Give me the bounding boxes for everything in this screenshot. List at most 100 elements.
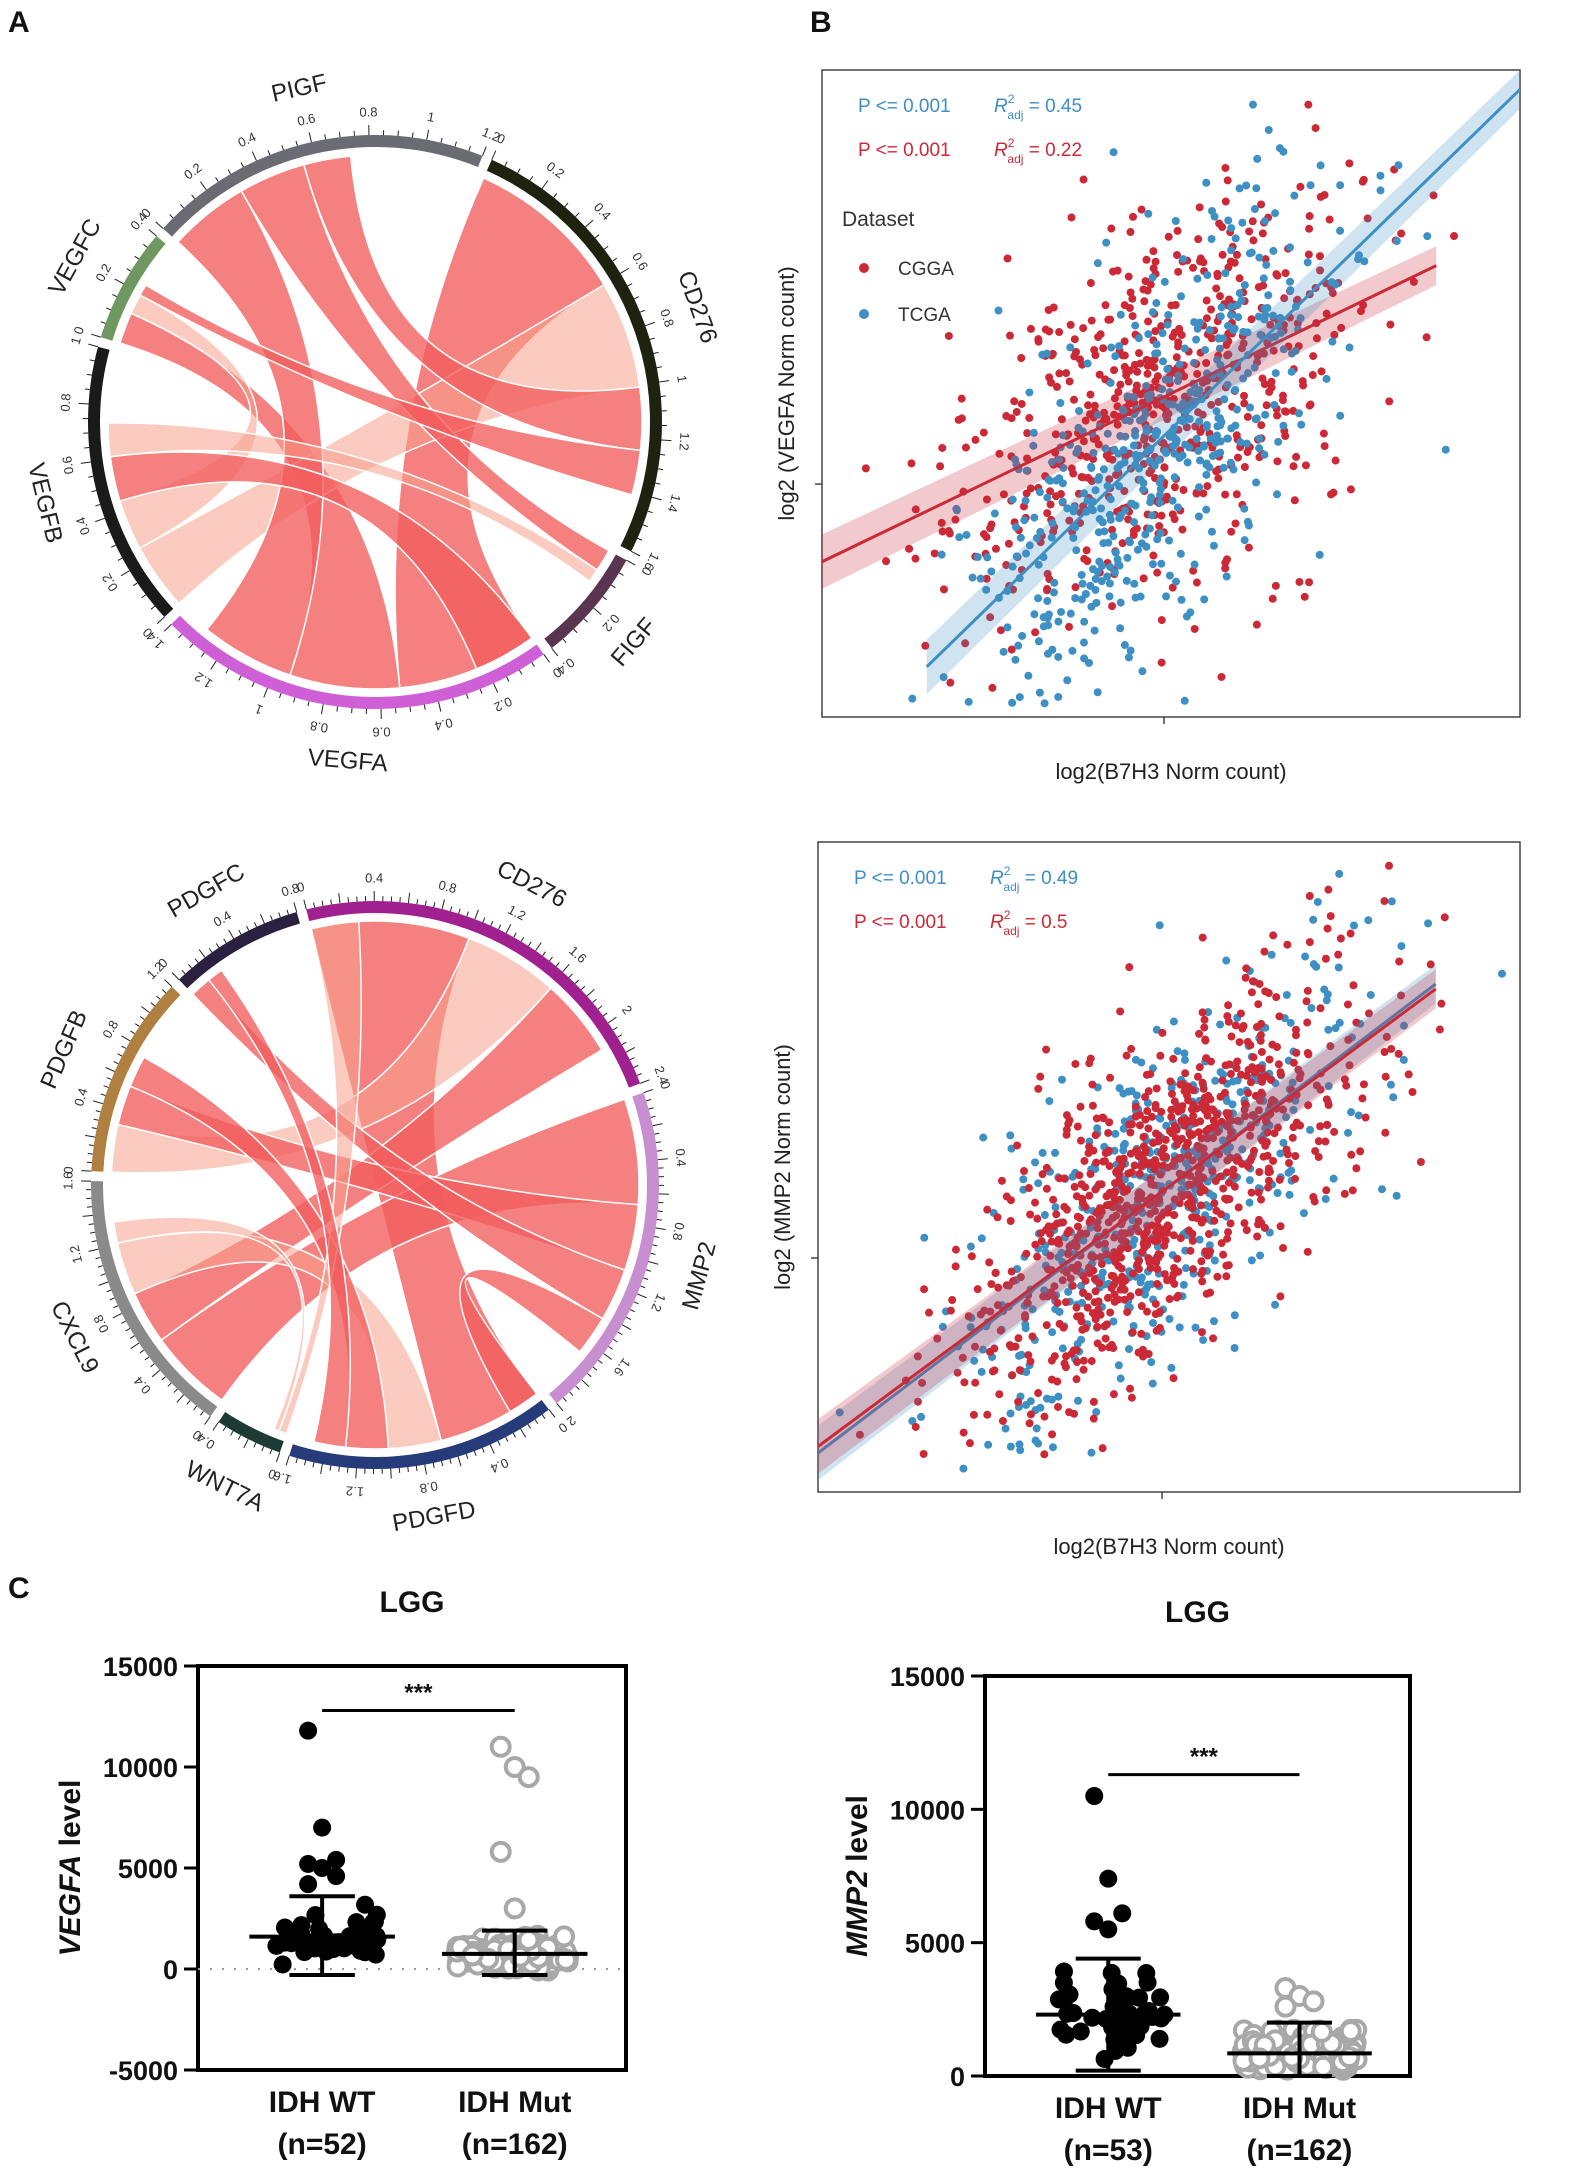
scatter-point-tcga bbox=[1334, 963, 1343, 972]
scatter-point-tcga bbox=[1030, 513, 1039, 522]
scatter-point-tcga bbox=[1080, 617, 1089, 626]
scatter-point-cgga bbox=[1086, 279, 1095, 288]
scatter-point-tcga bbox=[1126, 646, 1135, 655]
axis-tick bbox=[424, 900, 427, 906]
scatter-point-tcga bbox=[1256, 330, 1265, 339]
scatter-point-tcga bbox=[1231, 386, 1240, 395]
points-layer bbox=[818, 861, 1506, 1481]
scatter-point-cgga bbox=[1273, 457, 1282, 466]
scatter-point-tcga bbox=[1205, 1241, 1214, 1250]
scatter-point-cgga bbox=[1308, 371, 1317, 380]
scatter-point-tcga bbox=[1176, 549, 1185, 558]
scatter-point-tcga bbox=[1270, 401, 1279, 410]
scatter-point-tcga bbox=[1260, 217, 1269, 226]
axis-tick bbox=[449, 1458, 452, 1464]
axis-tick bbox=[587, 1373, 592, 1378]
scatter-point-cgga bbox=[1003, 254, 1012, 263]
scatter-point-cgga bbox=[1117, 1235, 1126, 1244]
axis-tick bbox=[636, 1073, 642, 1076]
scatter-point-cgga bbox=[1126, 1128, 1135, 1137]
scatter-point-cgga bbox=[1135, 1121, 1144, 1130]
scatter-point-cgga bbox=[1254, 1106, 1263, 1115]
scatter-point-cgga bbox=[1167, 301, 1176, 310]
scatter-point-cgga bbox=[1137, 1329, 1146, 1338]
axis-tick bbox=[454, 141, 457, 147]
axis-tick bbox=[535, 942, 542, 952]
scatter-point-cgga bbox=[911, 505, 920, 514]
scatter-point-cgga bbox=[1219, 1184, 1228, 1193]
scatter-point-tcga bbox=[1087, 462, 1096, 471]
scatter-point-cgga bbox=[1104, 1218, 1113, 1227]
axis-tick bbox=[194, 958, 199, 964]
scatter-point-cgga bbox=[905, 544, 914, 553]
axis-tick bbox=[518, 669, 523, 675]
scatter-point-cgga bbox=[1206, 1247, 1215, 1256]
scatter-point-cgga bbox=[1034, 1389, 1043, 1398]
sector-label-cd276: CD276 bbox=[672, 267, 723, 346]
scatter-point-cgga bbox=[1257, 1195, 1266, 1204]
axis-tick bbox=[432, 1462, 435, 1468]
scatter-point-cgga bbox=[1036, 1072, 1045, 1081]
scatter-point-cgga bbox=[1191, 1118, 1200, 1127]
scatter-point-cgga bbox=[1114, 387, 1123, 396]
scatter-point-cgga bbox=[1221, 490, 1230, 499]
scatter-point-cgga bbox=[1252, 1023, 1261, 1032]
scatter-point-tcga bbox=[1063, 504, 1072, 513]
scatter-point-cgga bbox=[918, 1378, 927, 1387]
scatter-point-cgga bbox=[1257, 200, 1266, 209]
scatter-point-cgga bbox=[1151, 1156, 1160, 1165]
scatter-point-cgga bbox=[1160, 1270, 1169, 1279]
scatter-point-cgga bbox=[1016, 1273, 1025, 1282]
scatter-point-cgga bbox=[1346, 485, 1355, 494]
scatter-point-cgga bbox=[1072, 1303, 1081, 1312]
axis-tick bbox=[658, 468, 664, 471]
scatter-point-cgga bbox=[1129, 531, 1138, 540]
sector-gap bbox=[165, 608, 181, 624]
scatter-point-tcga bbox=[1105, 592, 1114, 601]
scatter-point-cgga bbox=[1261, 255, 1270, 264]
scatter-point-tcga bbox=[1131, 593, 1140, 602]
scatter-point-tcga bbox=[1008, 495, 1017, 504]
scatter-point-tcga bbox=[1056, 398, 1065, 407]
axis-tick bbox=[200, 1411, 204, 1416]
scatter-point-cgga bbox=[1232, 490, 1241, 499]
scatter-point-cgga bbox=[983, 1205, 992, 1214]
axis-tick bbox=[555, 962, 560, 967]
scatter-point-tcga bbox=[1360, 257, 1369, 266]
scatter-point-cgga bbox=[1067, 1349, 1076, 1358]
scatter-point-cgga bbox=[1203, 1134, 1212, 1143]
axis-tick bbox=[520, 1428, 527, 1438]
scatter-point-cgga bbox=[1142, 255, 1151, 264]
scatter-point-tcga bbox=[1051, 1305, 1060, 1314]
scatter-point-tcga bbox=[1271, 1300, 1280, 1309]
axis-tick bbox=[655, 1227, 666, 1231]
scatter-point-cgga bbox=[1189, 1111, 1198, 1120]
scatter-point-tcga bbox=[939, 673, 948, 682]
scatter-point-cgga bbox=[1177, 331, 1186, 340]
scatter-point-cgga bbox=[1141, 277, 1150, 286]
scatter-point-tcga bbox=[1031, 1158, 1040, 1167]
scatter-point-tcga bbox=[1051, 1148, 1060, 1157]
scatter-point-cgga bbox=[1201, 1035, 1210, 1044]
scatter-point-cgga bbox=[1062, 369, 1071, 378]
scatter-point-cgga bbox=[1178, 525, 1187, 534]
sector-label-pdgfb: PDGFB bbox=[35, 1006, 93, 1093]
scatter-point-cgga bbox=[1128, 212, 1137, 221]
tick-label: 0.8 bbox=[57, 393, 73, 412]
scatter-point-cgga bbox=[1326, 912, 1335, 921]
scatter-point-tcga bbox=[1163, 320, 1172, 329]
scatter-point-tcga bbox=[1175, 360, 1184, 369]
scatter-point-cgga bbox=[953, 1368, 962, 1377]
scatter-point-cgga bbox=[1204, 1230, 1213, 1239]
scatter-point-cgga bbox=[1160, 1241, 1169, 1250]
scatter-point-cgga bbox=[1323, 1120, 1332, 1129]
scatter-point-tcga bbox=[1226, 458, 1235, 467]
scatter-point-cgga bbox=[1255, 979, 1264, 988]
scatter-point-tcga bbox=[1006, 1409, 1015, 1418]
scatter-point-cgga bbox=[1108, 602, 1117, 611]
scatter-point-cgga bbox=[1150, 1165, 1159, 1174]
scatter-point-tcga bbox=[1074, 423, 1083, 432]
scatter-point-cgga bbox=[1197, 1134, 1206, 1143]
scatter-point-cgga bbox=[1219, 1250, 1228, 1259]
